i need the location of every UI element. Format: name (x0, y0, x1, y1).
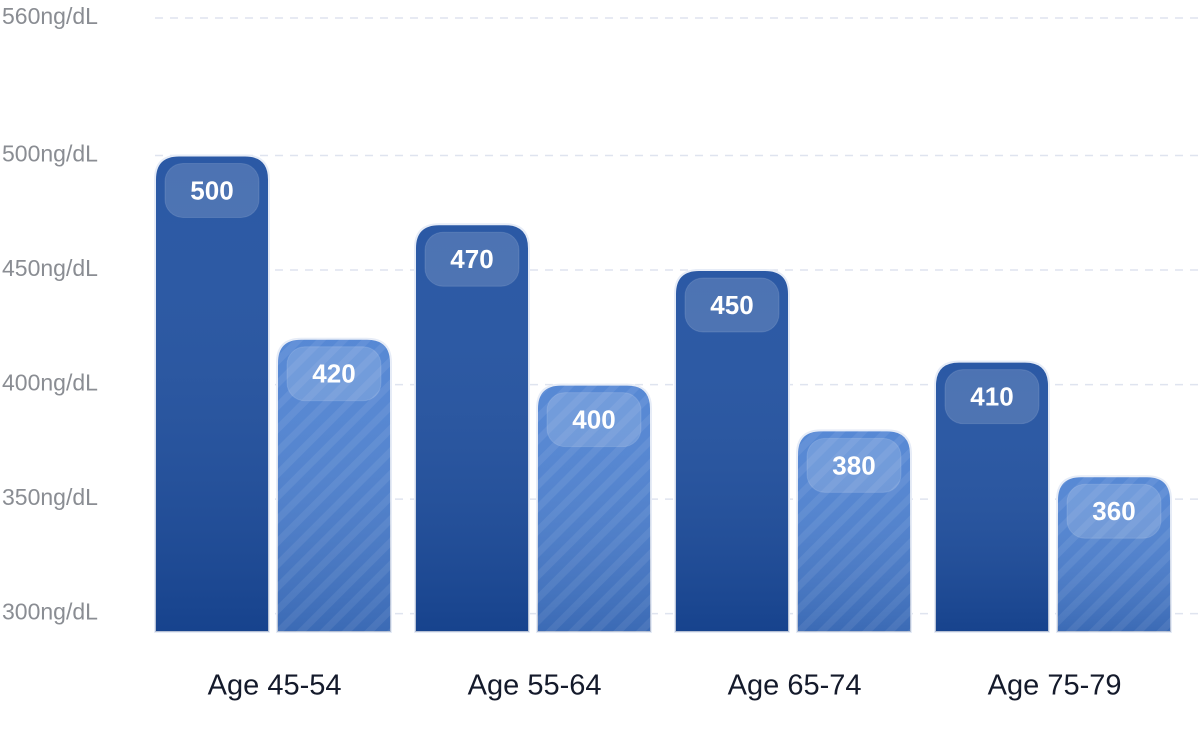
value-pill (424, 231, 520, 287)
value-label: 360 (1092, 496, 1135, 526)
bar-hatch (797, 430, 911, 632)
value-label: 420 (312, 359, 355, 389)
value-pill (684, 277, 780, 333)
bar-shade (675, 270, 789, 632)
x-tick-label: Age 45-54 (208, 670, 342, 702)
y-tick-label: 350ng/dL (2, 484, 98, 510)
y-tick-label: 400ng/dL (2, 370, 98, 396)
bar-hatch (277, 338, 391, 632)
value-pill (286, 346, 382, 402)
value-pill (806, 437, 902, 493)
bars: 500 420 470 400 450 380 410 360 (154, 154, 1172, 633)
y-tick-label: 560ng/dL (2, 3, 98, 29)
y-tick-label: 450ng/dL (2, 255, 98, 281)
y-tick-label: 500ng/dL (2, 141, 98, 167)
bar-shade (155, 155, 269, 632)
value-label: 500 (190, 175, 233, 205)
x-tick-label: Age 65-74 (728, 670, 862, 702)
x-tick-label: Age 75-79 (988, 670, 1122, 702)
value-pill (1066, 483, 1162, 539)
value-label: 470 (450, 244, 493, 274)
x-tick-label: Age 55-64 (468, 670, 602, 702)
bar-shade (935, 361, 1049, 632)
y-tick-label: 300ng/dL (2, 599, 98, 625)
value-label: 450 (710, 290, 753, 320)
value-pill (164, 162, 260, 218)
value-pill (944, 369, 1040, 425)
bar-hatch (1057, 476, 1171, 632)
value-label: 400 (572, 404, 615, 434)
value-pill (546, 392, 642, 448)
value-label: 380 (832, 450, 875, 480)
bar-shade (415, 224, 529, 632)
bar-hatch (537, 384, 651, 632)
value-label: 410 (970, 382, 1013, 412)
